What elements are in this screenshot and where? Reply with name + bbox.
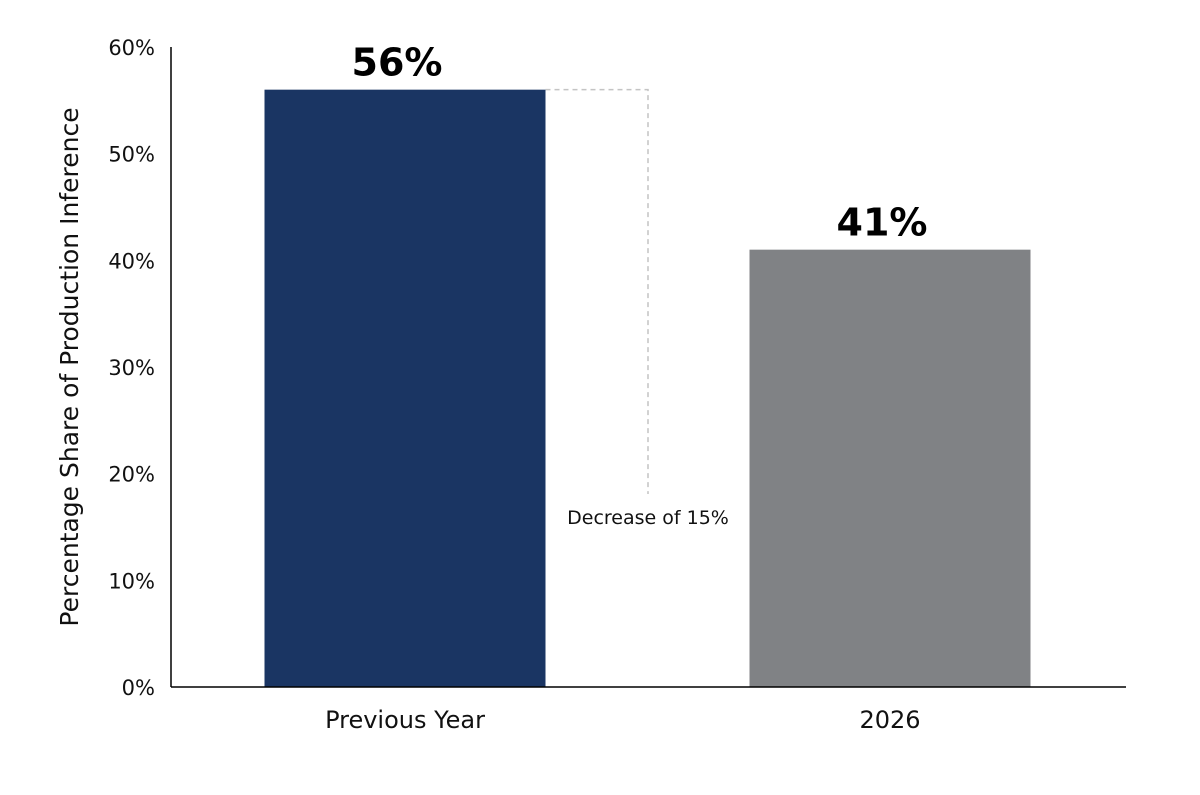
- y-tick-label: 10%: [108, 569, 155, 593]
- y-tick-label: 50%: [108, 143, 155, 167]
- category-label: Previous Year: [325, 706, 485, 734]
- data-labels: 56% 41%: [352, 41, 928, 245]
- x-axis-categories: Previous Year 2026: [325, 706, 920, 734]
- decrease-label: Decrease of 15%: [567, 507, 729, 529]
- y-axis-ticks: 0% 10% 20% 30% 40% 50% 60%: [108, 36, 155, 700]
- decrease-annotation: Decrease of 15%: [545, 88, 729, 529]
- bar: [264, 89, 546, 687]
- y-tick-label: 20%: [108, 463, 155, 487]
- y-axis-title: Percentage Share of Production Inference: [55, 107, 84, 626]
- data-label: 56%: [352, 41, 443, 85]
- bars: [264, 89, 1031, 687]
- category-label: 2026: [859, 706, 920, 734]
- bar: [749, 249, 1031, 687]
- data-label: 41%: [837, 201, 928, 245]
- y-tick-label: 30%: [108, 356, 155, 380]
- y-tick-label: 40%: [108, 249, 155, 273]
- decrease-bracket: [545, 88, 649, 494]
- y-tick-label: 0%: [122, 676, 155, 700]
- y-tick-label: 60%: [108, 36, 155, 60]
